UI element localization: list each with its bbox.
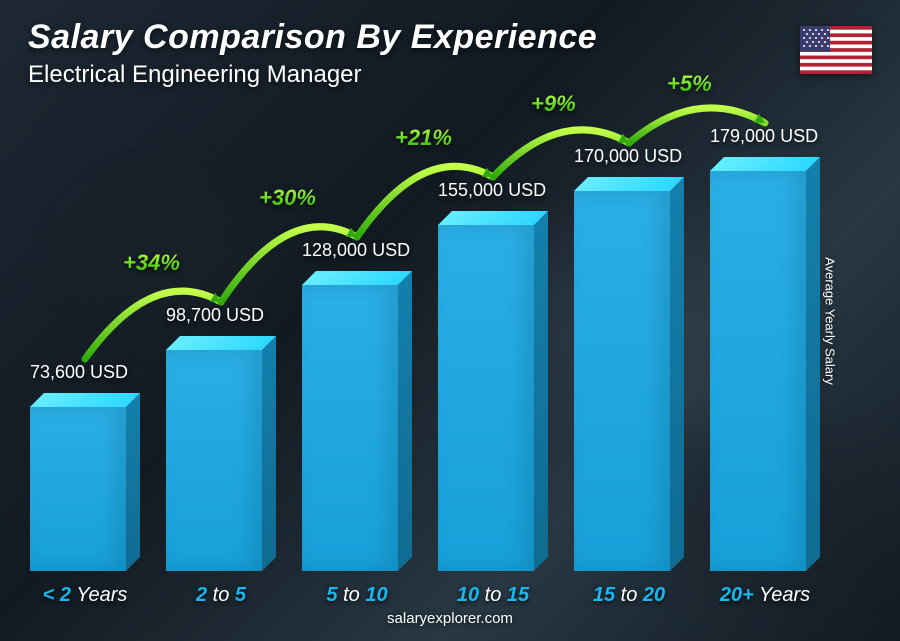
bar-side [670,177,684,571]
bar-front [166,350,262,571]
growth-percentage-label: +9% [531,91,576,117]
bar-side [398,271,412,571]
bar-category-label: 2 to 5 [166,584,276,607]
bar-front [302,285,398,571]
infographic-stage: Salary Comparison By Experience Electric… [0,0,900,641]
bar-category-label: 10 to 15 [438,584,548,607]
us-flag-icon [800,26,872,74]
bar-side [806,157,820,571]
bar-category-label: < 2 Years [30,584,140,607]
growth-percentage-label: +34% [123,250,180,276]
bar-side [534,211,548,571]
footer-attribution: salaryexplorer.com [0,610,900,627]
title-block: Salary Comparison By Experience Electric… [28,18,597,89]
chart-title: Salary Comparison By Experience [28,18,597,57]
chart-area: 73,600 USD< 2 Years98,700 USD2 to 5+34%1… [30,110,850,571]
bar-category-label: 20+ Years [710,584,820,607]
growth-percentage-label: +5% [667,71,712,97]
bar-front [30,407,126,571]
growth-percentage-label: +30% [259,185,316,211]
bar-category-label: 15 to 20 [574,584,684,607]
bar-front [574,191,670,571]
bar-front [710,171,806,571]
bar-side [126,393,140,571]
growth-percentage-label: +21% [395,125,452,151]
bar-side [262,336,276,571]
bar-front [438,225,534,571]
bar-category-label: 5 to 10 [302,584,412,607]
bar-top [30,393,140,407]
